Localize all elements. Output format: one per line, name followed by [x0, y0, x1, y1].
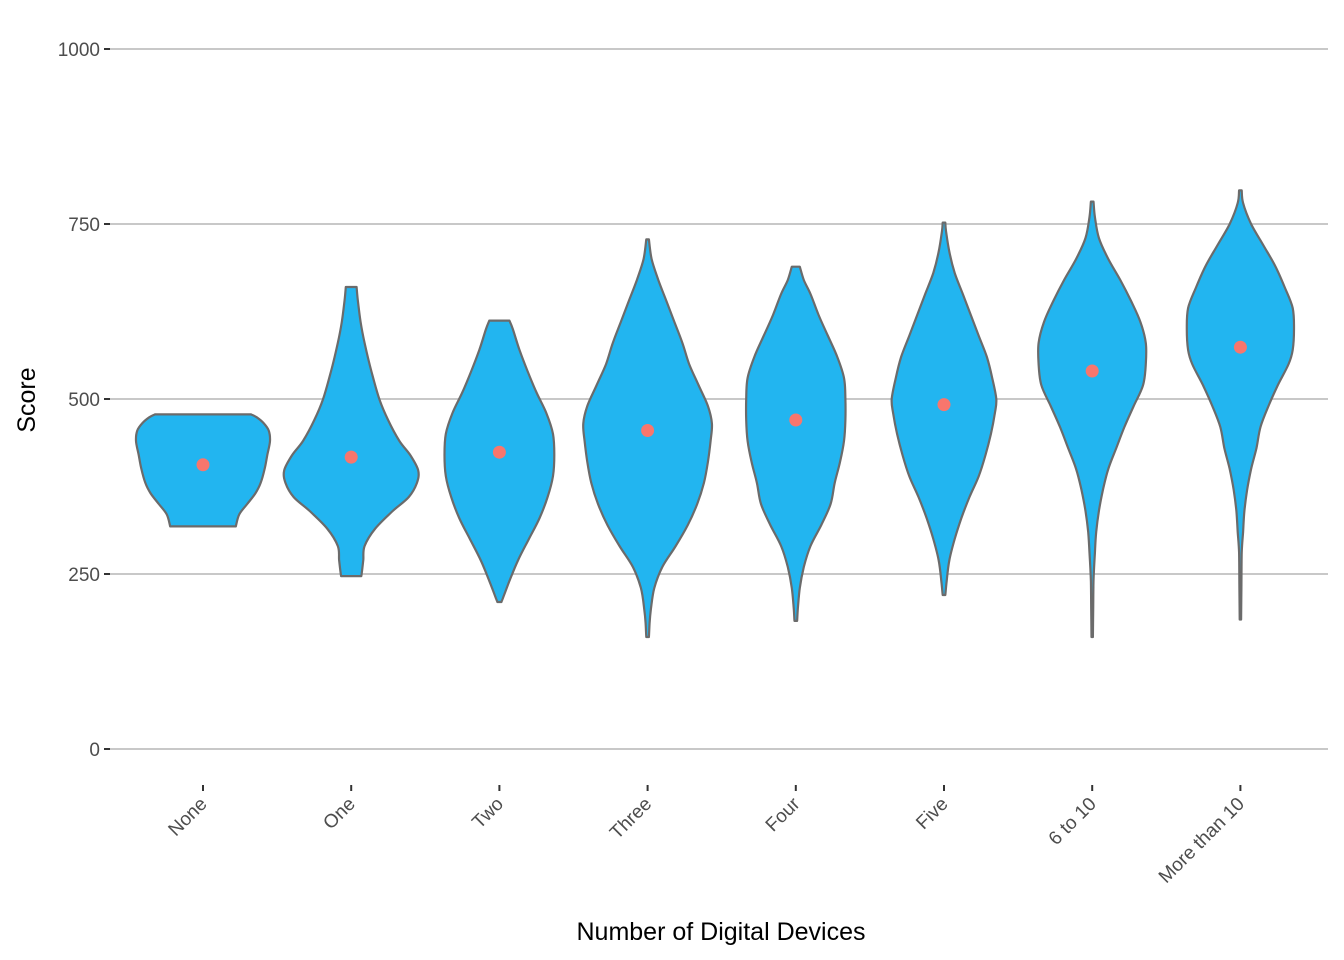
y-tick-label: 0	[89, 740, 100, 761]
x-axis-title: Number of Digital Devices	[577, 918, 866, 946]
violin-two	[443, 319, 556, 604]
x-tick-label: None	[165, 794, 212, 841]
mean-point-one	[344, 450, 358, 464]
mean-point-five	[937, 398, 951, 412]
mean-points	[196, 340, 1247, 472]
mean-point-three	[641, 424, 655, 437]
x-tick-label: Three	[606, 794, 656, 844]
mean-point-none	[196, 458, 210, 472]
gridlines	[110, 48, 1328, 750]
violin-three	[582, 238, 714, 639]
x-tick-label: 6 to 10	[1045, 794, 1101, 850]
y-axis: 0 250 500 750 1000	[58, 40, 110, 761]
y-tick-label: 250	[68, 565, 100, 586]
mean-point-6-to-10	[1085, 364, 1099, 378]
mean-point-four	[789, 413, 803, 427]
x-tick-label: Four	[762, 793, 805, 836]
y-axis-title: Score	[13, 367, 41, 432]
violins	[134, 189, 1296, 639]
x-tick-label: Two	[468, 794, 507, 833]
y-tick-label: 500	[68, 390, 100, 411]
y-tick-label: 1000	[58, 40, 100, 61]
x-tick-label: One	[319, 794, 359, 834]
y-tick-label: 750	[68, 215, 100, 236]
violin-more-than-10	[1185, 189, 1296, 621]
violin-four	[744, 265, 847, 622]
x-tick-label: Five	[912, 794, 952, 834]
mean-point-two	[492, 445, 506, 459]
x-tick-label: More than 10	[1155, 794, 1249, 888]
violin-6-to-10	[1036, 200, 1148, 639]
x-axis: None One Two Three Four Five 6 to 10 More than …	[165, 785, 1249, 888]
mean-point-more-than-10	[1233, 340, 1247, 354]
violin-one	[282, 285, 420, 578]
